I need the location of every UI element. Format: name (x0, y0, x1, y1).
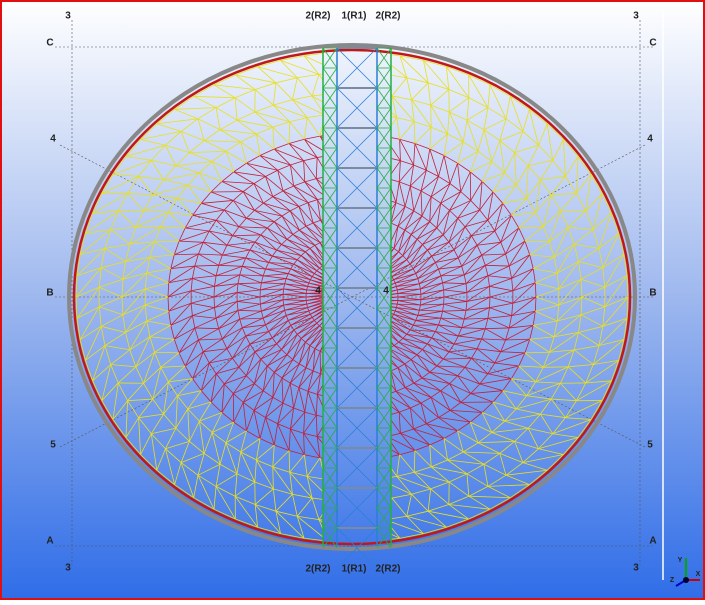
member (283, 289, 284, 294)
member (397, 301, 398, 305)
member (431, 105, 432, 127)
member (489, 286, 490, 297)
member (214, 286, 215, 297)
member (283, 300, 284, 305)
member (489, 297, 490, 308)
member (420, 289, 421, 294)
member (420, 300, 421, 305)
member (273, 467, 274, 489)
member (397, 290, 398, 294)
member (214, 297, 215, 308)
member (306, 290, 307, 294)
member (306, 301, 307, 305)
